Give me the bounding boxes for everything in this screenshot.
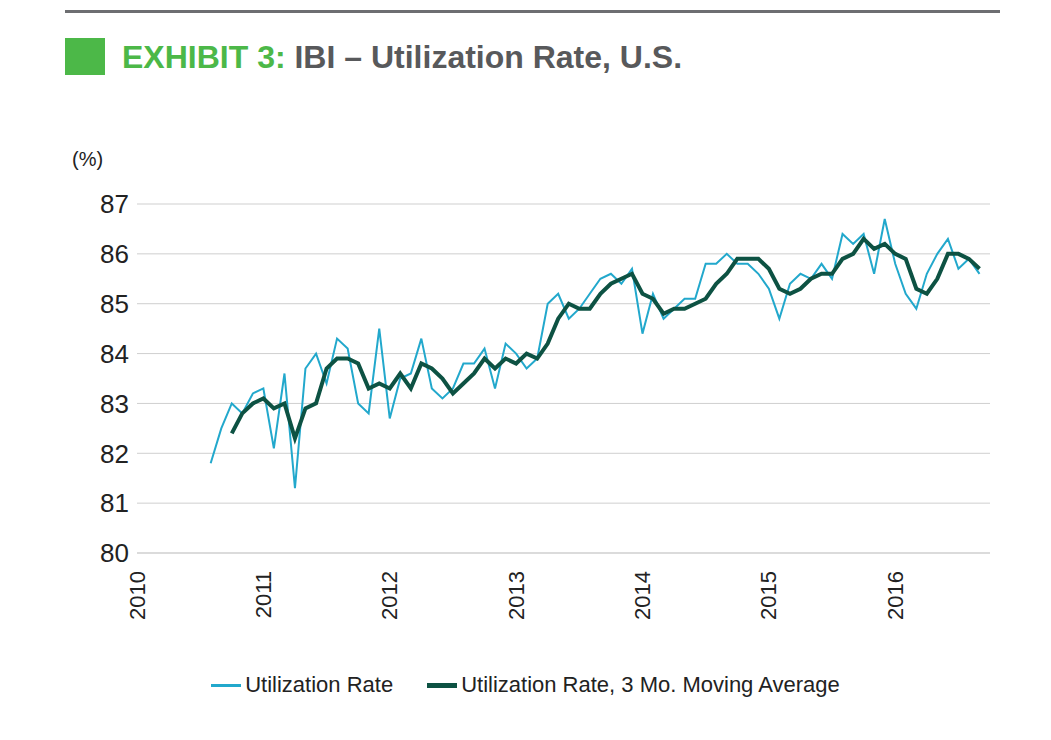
svg-text:2010: 2010 xyxy=(125,571,150,620)
svg-text:84: 84 xyxy=(100,339,129,369)
svg-text:2015: 2015 xyxy=(756,571,781,620)
svg-text:2014: 2014 xyxy=(630,571,655,620)
svg-text:83: 83 xyxy=(100,389,129,419)
svg-text:86: 86 xyxy=(100,239,129,269)
svg-text:2016: 2016 xyxy=(883,571,908,620)
svg-text:81: 81 xyxy=(100,488,129,518)
html-text:Utilization Rate, 3 Mo. Moving: Utilization Rate, 3 Mo. Moving Average xyxy=(461,672,840,697)
html-text:Utilization Rate: Utilization Rate xyxy=(245,672,394,697)
svg-text:87: 87 xyxy=(100,189,129,219)
svg-text:80: 80 xyxy=(100,538,129,568)
svg-text:82: 82 xyxy=(100,439,129,469)
html-text:EXHIBIT 3: IBI – Utilization R: EXHIBIT 3: IBI – Utilization Rate, U.S. xyxy=(122,39,683,75)
svg-text:2013: 2013 xyxy=(504,571,529,620)
svg-text:2011: 2011 xyxy=(251,571,276,618)
svg-text:2012: 2012 xyxy=(377,571,402,620)
svg-text:85: 85 xyxy=(100,289,129,319)
